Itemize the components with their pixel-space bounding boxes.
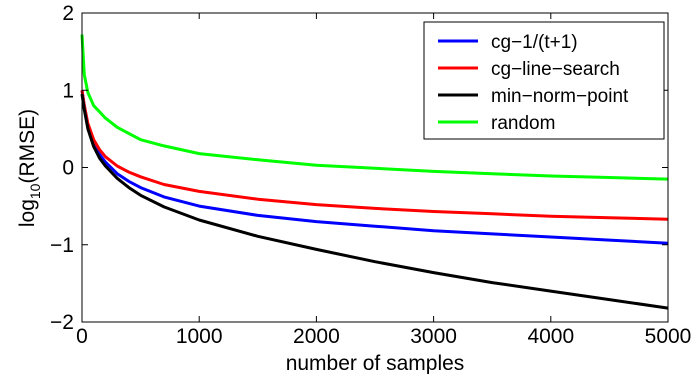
x-tick-label: 1000 [176,325,223,348]
y-axis-label: log10(RMSE) [16,109,43,227]
legend-label: random [491,113,555,134]
y-tick-label: −1 [50,234,74,257]
x-tick-label: 5000 [645,325,692,348]
x-tick-label: 0 [76,325,88,348]
legend-label: cg−1/(t+1) [491,32,578,53]
legend-label: min−norm−point [491,86,629,107]
ticks-layer: 0 1000 2000 3000 4000 5000 −2 −1 0 1 2 [50,2,691,348]
series-line-2 [80,93,669,310]
y-axis-label-subscript: 10 [27,183,43,199]
x-tick-label: 4000 [527,325,574,348]
y-tick-label: 2 [62,2,74,25]
x-tick-label: 3000 [410,325,457,348]
y-axis-label-rest: (RMSE) [16,109,39,184]
y-tick-label: −2 [50,311,74,334]
y-axis-label-main: log [16,199,39,227]
y-tick-label: 0 [62,157,74,180]
series-line-3 [80,34,669,181]
series-layer [80,34,669,310]
y-tick-label: 1 [62,79,74,102]
series-line-1 [80,90,669,221]
x-tick-label: 2000 [293,325,340,348]
legend: cg−1/(t+1) cg−line−search min−norm−point ra… [423,21,665,140]
x-axis-label: number of samples [286,352,465,374]
legend-label: cg−line−search [491,59,620,80]
